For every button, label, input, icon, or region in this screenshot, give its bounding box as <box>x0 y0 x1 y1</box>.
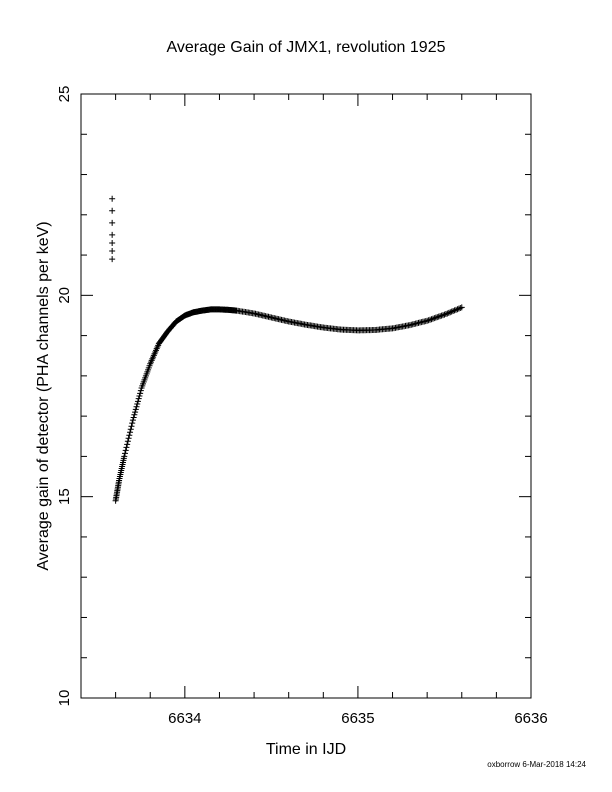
tick-labels: 6634 6635 6636 10 15 20 25 <box>56 86 548 727</box>
data-point <box>129 420 136 427</box>
tick-marks <box>80 93 532 699</box>
data-point <box>425 317 432 324</box>
data-point <box>445 309 452 316</box>
data-point <box>455 305 462 312</box>
data-point <box>109 256 116 263</box>
data-point <box>109 219 116 226</box>
data-point <box>121 450 128 457</box>
data-point <box>132 409 139 416</box>
data-point <box>137 390 144 397</box>
data-point <box>124 441 131 448</box>
data-point <box>429 315 436 322</box>
data-point <box>129 417 136 424</box>
x-tick-label: 6635 <box>341 710 374 727</box>
data-point <box>109 239 116 246</box>
data-point <box>438 312 445 319</box>
data-point <box>109 248 116 255</box>
data-point <box>437 313 444 320</box>
y-tick-label: 10 <box>56 690 73 707</box>
plot-frame <box>80 93 532 699</box>
data-point <box>133 403 140 410</box>
data-point <box>454 306 461 313</box>
data-point <box>121 453 128 460</box>
data-point <box>137 387 144 394</box>
data-point <box>458 304 465 311</box>
data-point <box>124 438 131 445</box>
data-point <box>432 314 439 321</box>
data-point <box>126 432 133 439</box>
data-point <box>132 406 139 413</box>
data-points <box>109 195 465 504</box>
y-tick-label: 20 <box>56 287 73 304</box>
data-point <box>127 426 134 433</box>
chart-title: Average Gain of JMX1, revolution 1925 <box>167 39 446 56</box>
y-axis-label: Average gain of detector (PHA channels p… <box>35 221 52 570</box>
data-point <box>135 395 142 402</box>
data-point <box>451 307 458 314</box>
data-point <box>447 309 454 316</box>
data-point <box>109 195 116 202</box>
data-point <box>136 393 143 399</box>
data-point <box>134 401 141 408</box>
data-point <box>431 315 438 322</box>
data-point <box>130 414 137 421</box>
data-point <box>131 411 138 418</box>
data-point <box>428 316 435 323</box>
data-point <box>441 311 448 318</box>
data-point <box>122 447 129 454</box>
data-point <box>427 316 434 323</box>
data-point <box>442 311 449 318</box>
y-tick-label: 25 <box>56 86 73 103</box>
x-tick-label: 6636 <box>514 710 547 727</box>
data-point <box>453 306 459 313</box>
data-point <box>128 423 135 430</box>
data-point <box>134 398 141 405</box>
data-point <box>435 313 442 320</box>
data-point <box>434 314 441 321</box>
data-point <box>457 305 464 312</box>
data-point <box>450 308 457 315</box>
data-point <box>448 308 455 315</box>
x-tick-label: 6634 <box>168 710 201 727</box>
data-point <box>444 310 451 317</box>
data-point <box>127 429 134 436</box>
data-point <box>424 317 431 324</box>
y-tick-label: 15 <box>56 488 73 505</box>
data-point <box>125 435 132 442</box>
data-point <box>109 231 116 238</box>
footer-credit: oxborrow 6-Mar-2018 14:24 <box>487 760 586 769</box>
data-point <box>440 312 447 319</box>
data-point <box>123 444 130 451</box>
data-point <box>109 207 116 214</box>
x-axis-label: Time in IJD <box>266 741 346 758</box>
